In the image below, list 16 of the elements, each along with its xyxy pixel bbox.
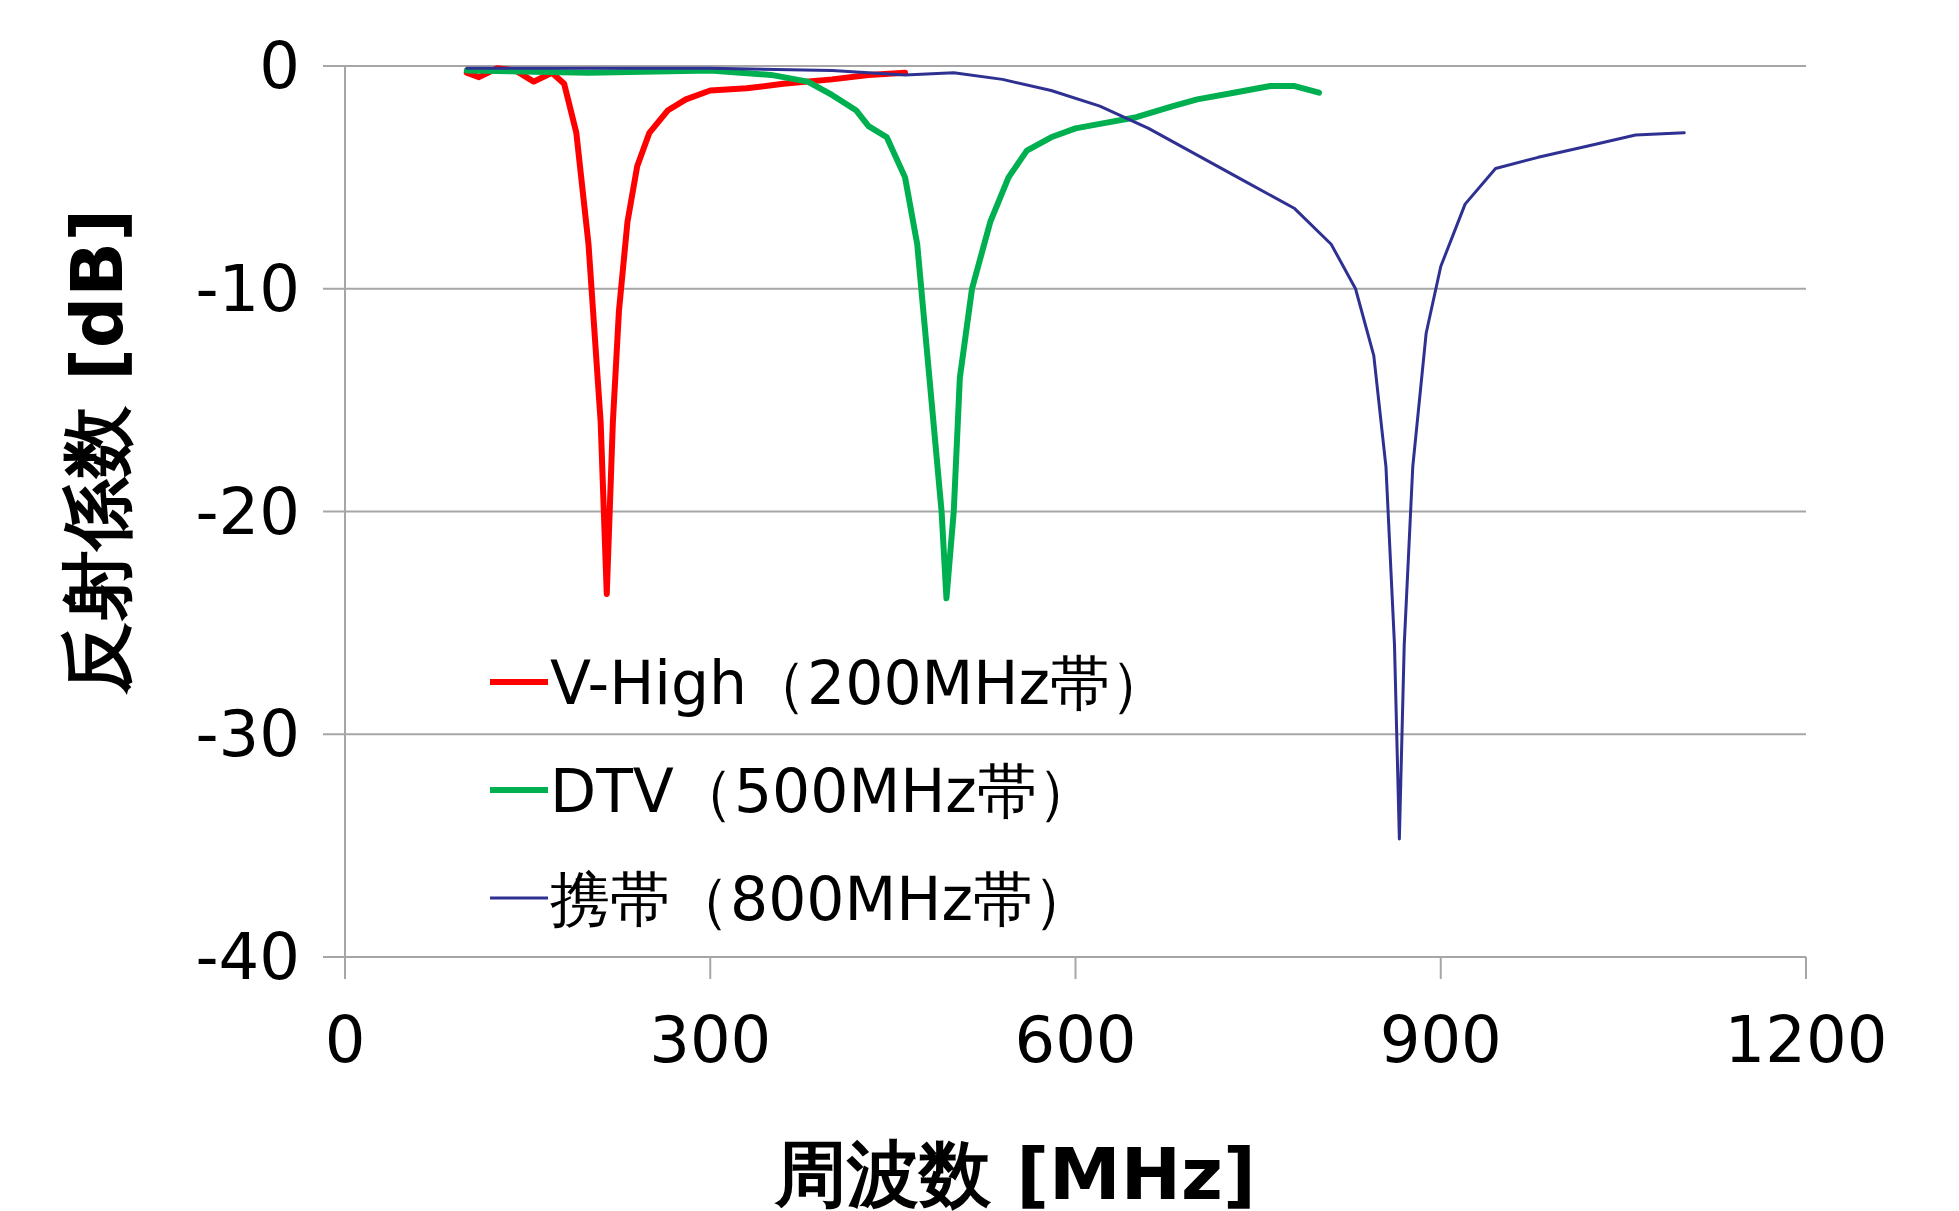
- x-tick-label: 900: [1379, 1003, 1502, 1077]
- legend-label: DTV（500MHz帯）: [550, 756, 1097, 826]
- x-tick-label: 300: [649, 1003, 772, 1077]
- y-tick-label: -40: [195, 920, 300, 994]
- x-tick-label: 0: [324, 1003, 366, 1077]
- line-series: [465, 66, 1686, 841]
- y-tick-label: -20: [195, 474, 300, 549]
- y-tick-label: -10: [195, 251, 300, 326]
- x-axis-title: 周波数 [MHz]: [774, 1132, 1256, 1211]
- x-tick-label: 1200: [1724, 1003, 1888, 1077]
- y-tick-label: -30: [195, 697, 300, 772]
- legend-label: 携帯（800MHz帯）: [550, 864, 1093, 934]
- y-tick-label: 0: [259, 29, 300, 103]
- legend-label: V-High（200MHz帯）: [550, 648, 1170, 718]
- y-axis-title: 反射係数 [dB]: [55, 208, 139, 697]
- x-tick-label: 600: [1014, 1003, 1137, 1077]
